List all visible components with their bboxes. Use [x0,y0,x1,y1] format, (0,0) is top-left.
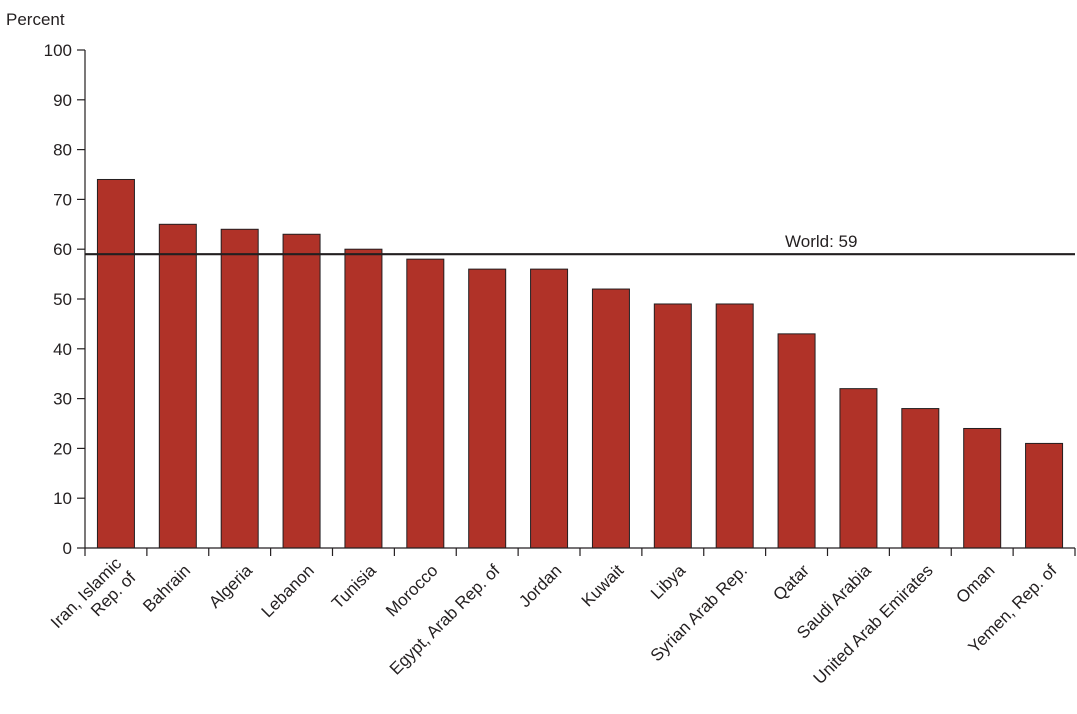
y-tick-label: 50 [53,290,72,309]
category-label-line: Jordan [515,561,565,611]
category-label: Oman [952,561,998,607]
category-label: Jordan [515,561,565,611]
y-tick-label: 70 [53,190,72,209]
category-label: Libya [647,561,690,604]
category-label-line: Qatar [769,561,813,605]
bar [901,408,940,549]
category-label-line: Kuwait [578,561,628,611]
category-label-line: Bahrain [139,561,194,616]
category-label: Egypt, Arab Rep. of [386,561,504,679]
category-label-line: Lebanon [258,561,318,621]
bar [963,427,1002,549]
category-label: Morocco [382,561,442,621]
category-label: Tunisia [328,561,380,613]
y-tick-label: 0 [63,539,72,558]
bar [777,333,816,549]
bars [96,178,1064,549]
category-label: Lebanon [258,561,318,621]
bar [1025,442,1064,549]
category-label-line: Oman [952,561,998,607]
category-label: Kuwait [578,561,628,611]
bar [468,268,507,549]
bar [344,248,383,549]
category-label-line: Libya [647,561,690,604]
y-tick-label: 20 [53,439,72,458]
y-tick-label: 80 [53,141,72,160]
world-reference-label: World: 59 [785,232,857,251]
y-tick-label: 90 [53,91,72,110]
y-tick-label: 100 [44,41,72,60]
bar [530,268,569,549]
y-tick-label: 40 [53,340,72,359]
bar [158,223,197,549]
bar [591,288,630,549]
bar [653,303,692,549]
y-tick-label: 30 [53,390,72,409]
category-label: Bahrain [139,561,194,616]
y-axis-ticks: 0 10 20 30 40 50 60 70 80 90 100 [44,41,85,558]
bar [282,233,321,549]
y-tick-label: 60 [53,240,72,259]
y-tick-label: 10 [53,489,72,508]
bar [220,228,259,549]
category-label-line: United Arab Emirates [810,561,937,688]
y-axis-title: Percent [6,10,65,29]
x-axis-ticks [84,548,1076,556]
category-label-line: Tunisia [328,561,380,613]
bar [715,303,754,549]
category-label-line: Algeria [205,561,256,612]
category-label: Algeria [205,561,256,612]
reference-line-group: World: 59 [85,232,1075,256]
category-label-line: Egypt, Arab Rep. of [386,561,504,679]
category-label: United Arab Emirates [810,561,937,688]
bar [96,178,135,549]
bar [839,388,878,549]
category-label-line: Morocco [382,561,442,621]
bar [406,258,445,549]
category-label: Qatar [769,561,813,605]
